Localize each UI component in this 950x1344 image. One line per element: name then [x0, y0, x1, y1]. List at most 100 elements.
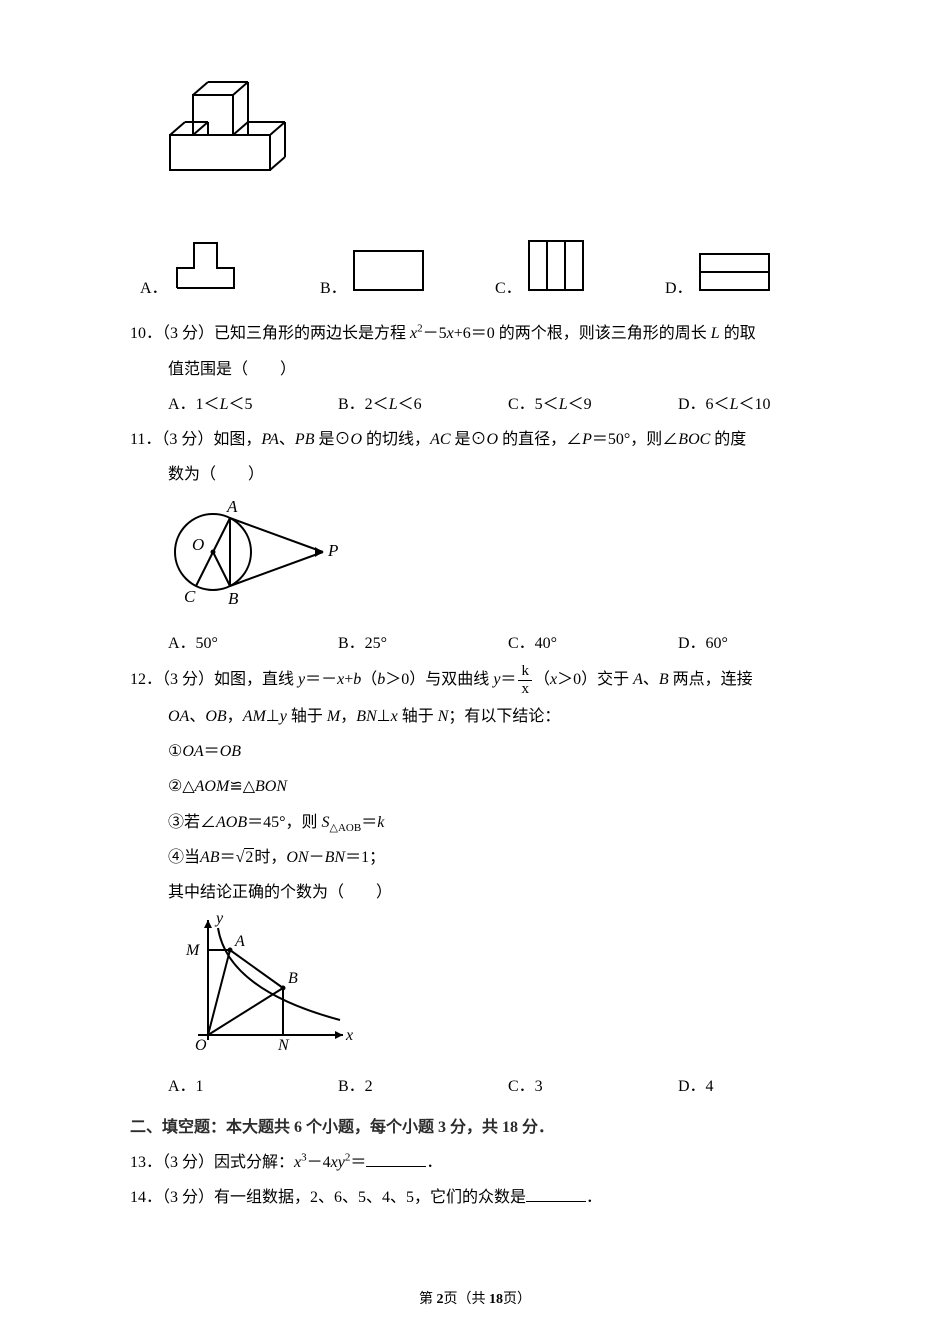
- q12-c1b: ＞0）与双曲线: [385, 671, 493, 688]
- q12-s4rad: √2: [236, 848, 255, 866]
- q11-lbl-A: A: [226, 497, 238, 516]
- q12-concl: 其中结论正确的个数为（ ）: [168, 875, 830, 910]
- q12-s1a: OA: [182, 743, 203, 760]
- q12-s1: ①OA＝OB: [168, 734, 830, 769]
- q12-s4end: ＝1；: [345, 849, 385, 866]
- q9-opt-b-label: B．: [320, 271, 347, 306]
- q12-s3a: AOB: [216, 814, 247, 831]
- q11-lbl-P: P: [327, 541, 338, 560]
- q13-stem: 13．（3 分）因式分解：x3－4xy2＝．: [130, 1145, 830, 1180]
- q13-m: －4: [307, 1154, 331, 1171]
- q11-choice-a: A．50°: [168, 626, 338, 661]
- q11-a: 11．（3 分）如图，: [130, 431, 261, 448]
- q12-a: 12．（3 分）如图，直线: [130, 671, 298, 688]
- q10-t3: +6＝0 的两个根，则该三角形的周长: [454, 325, 711, 342]
- page-footer: 第 2页（共 18页）: [0, 1285, 950, 1316]
- exam-page: A． B． C．: [0, 0, 950, 1344]
- q12-s3m: ＝45°，则: [247, 814, 321, 831]
- q12-s4p: ④当: [168, 840, 200, 875]
- q12-s2a: AOM: [195, 778, 230, 795]
- q12-s4e: ＝: [220, 849, 236, 866]
- q12-l2h: M: [327, 708, 340, 725]
- q11-stem: 11．（3 分）如图，PA、PB 是⊙O 的切线，AC 是⊙O 的直径，∠P＝5…: [130, 422, 830, 457]
- section2-header: 二、填空题：本大题共 6 个小题，每个小题 3 分，共 18 分．: [130, 1110, 830, 1145]
- q11-pb: PB: [295, 431, 315, 448]
- q12-s4c: BN: [325, 849, 345, 866]
- q12-s2b: BON: [255, 778, 287, 795]
- q12-line2: OA、OB，AM⊥y 轴于 M，BN⊥x 轴于 N；有以下结论：: [168, 699, 830, 734]
- footer-pg: 2: [437, 1292, 444, 1307]
- q12-l2n: N: [438, 708, 449, 725]
- q12-gy: y: [214, 910, 224, 927]
- q14-stem: 14．（3 分）有一组数据，2、6、5、4、5，它们的众数是．: [130, 1180, 830, 1215]
- q12-l2f: y: [280, 708, 287, 725]
- q11-m: 是⊙: [314, 431, 350, 448]
- q12-l2i: ，: [340, 708, 356, 725]
- q11-figure: A O P C B: [168, 492, 830, 625]
- footer-c: 页）: [503, 1292, 531, 1307]
- q9-opt-b-figure: [351, 248, 426, 306]
- footer-tot: 18: [489, 1292, 503, 1307]
- q12-s4mn: －: [309, 849, 325, 866]
- q12-s1e: ＝: [204, 743, 220, 760]
- q10-choice-c: C．5＜L＜9: [508, 387, 678, 422]
- q12-s3s: S: [322, 814, 330, 831]
- q12-s4b: ON: [286, 849, 308, 866]
- q9-opt-a-label: A．: [140, 271, 168, 306]
- q12-c2: ＞0）交于: [557, 671, 633, 688]
- q12-sb: 两点，连接: [669, 671, 753, 688]
- q12-s4: ④当 AB＝√2时，ON－BN＝1；: [168, 840, 830, 875]
- q10-x2: x: [447, 325, 454, 342]
- q11-lbl-O: O: [192, 535, 204, 554]
- q13-end: ．: [426, 1154, 442, 1171]
- q12-s2p: ②△: [168, 769, 195, 804]
- q12-den: x: [518, 681, 532, 698]
- q11-m2: 的切线，: [362, 431, 430, 448]
- q12-l2a: OA: [168, 708, 189, 725]
- q12-s3sub: △AOB: [330, 822, 362, 834]
- q9-opt-d-label: D．: [665, 271, 693, 306]
- q12-s1b: OB: [220, 743, 241, 760]
- q12-s4a: AB: [200, 849, 220, 866]
- q10-stem: 10．（3 分）已知三角形的两边长是方程 x2－5x+6＝0 的两个根，则该三角…: [130, 316, 830, 351]
- q12-l2s: 、: [189, 708, 205, 725]
- q12-l2e: ⊥: [266, 708, 280, 725]
- q11-boc: BOC: [678, 431, 710, 448]
- q12-s3p: ③若∠: [168, 805, 216, 840]
- q11-ac: AC: [430, 431, 450, 448]
- q12-frac: kx: [518, 663, 532, 697]
- q12-s3e: ＝: [361, 814, 377, 831]
- q10-choice-b: B．2＜L＜6: [338, 387, 508, 422]
- q12-choices: A．1 B．2 C．3 D．4: [168, 1069, 830, 1104]
- q11-choice-c: C．40°: [508, 626, 678, 661]
- q11-pa: PA: [261, 431, 278, 448]
- q10-text-a: 10．（3 分）已知三角形的两边长是方程: [130, 325, 410, 342]
- q9-solid-figure: [160, 60, 300, 193]
- q12-l2d: AM: [243, 708, 266, 725]
- q14-end: ．: [586, 1189, 602, 1206]
- q12-s3: ③若∠AOB＝45°，则 S△AOB＝k: [168, 805, 830, 840]
- footer-a: 第: [419, 1292, 437, 1307]
- q11-s1: 、: [279, 431, 295, 448]
- q11-choice-b: B．25°: [338, 626, 508, 661]
- q12-choice-a: A．1: [168, 1069, 338, 1104]
- q12-gM: M: [185, 942, 201, 959]
- q11-p: P: [582, 431, 592, 448]
- q12-pb: B: [659, 671, 669, 688]
- q12-eq2: ＝: [500, 671, 516, 688]
- q12-l2b: OB: [205, 708, 226, 725]
- q11-m5: ＝50°，则∠: [592, 431, 678, 448]
- q11-choice-d: D．60°: [678, 626, 848, 661]
- q10-L: L: [711, 325, 720, 342]
- q12-c1: （: [361, 671, 377, 688]
- q10-line2: 值范围是（ ）: [168, 352, 830, 387]
- q13-eq: ＝: [350, 1154, 366, 1171]
- q14-blank: [526, 1185, 586, 1202]
- q12-figure: y M A B O N x: [168, 910, 830, 1068]
- q12-c2a: （: [534, 671, 550, 688]
- q12-num: k: [518, 663, 532, 681]
- q11-o: O: [350, 431, 362, 448]
- q12-gA: A: [234, 933, 245, 950]
- q12-xv: x: [550, 671, 557, 688]
- q12-l2g: 轴于: [287, 708, 327, 725]
